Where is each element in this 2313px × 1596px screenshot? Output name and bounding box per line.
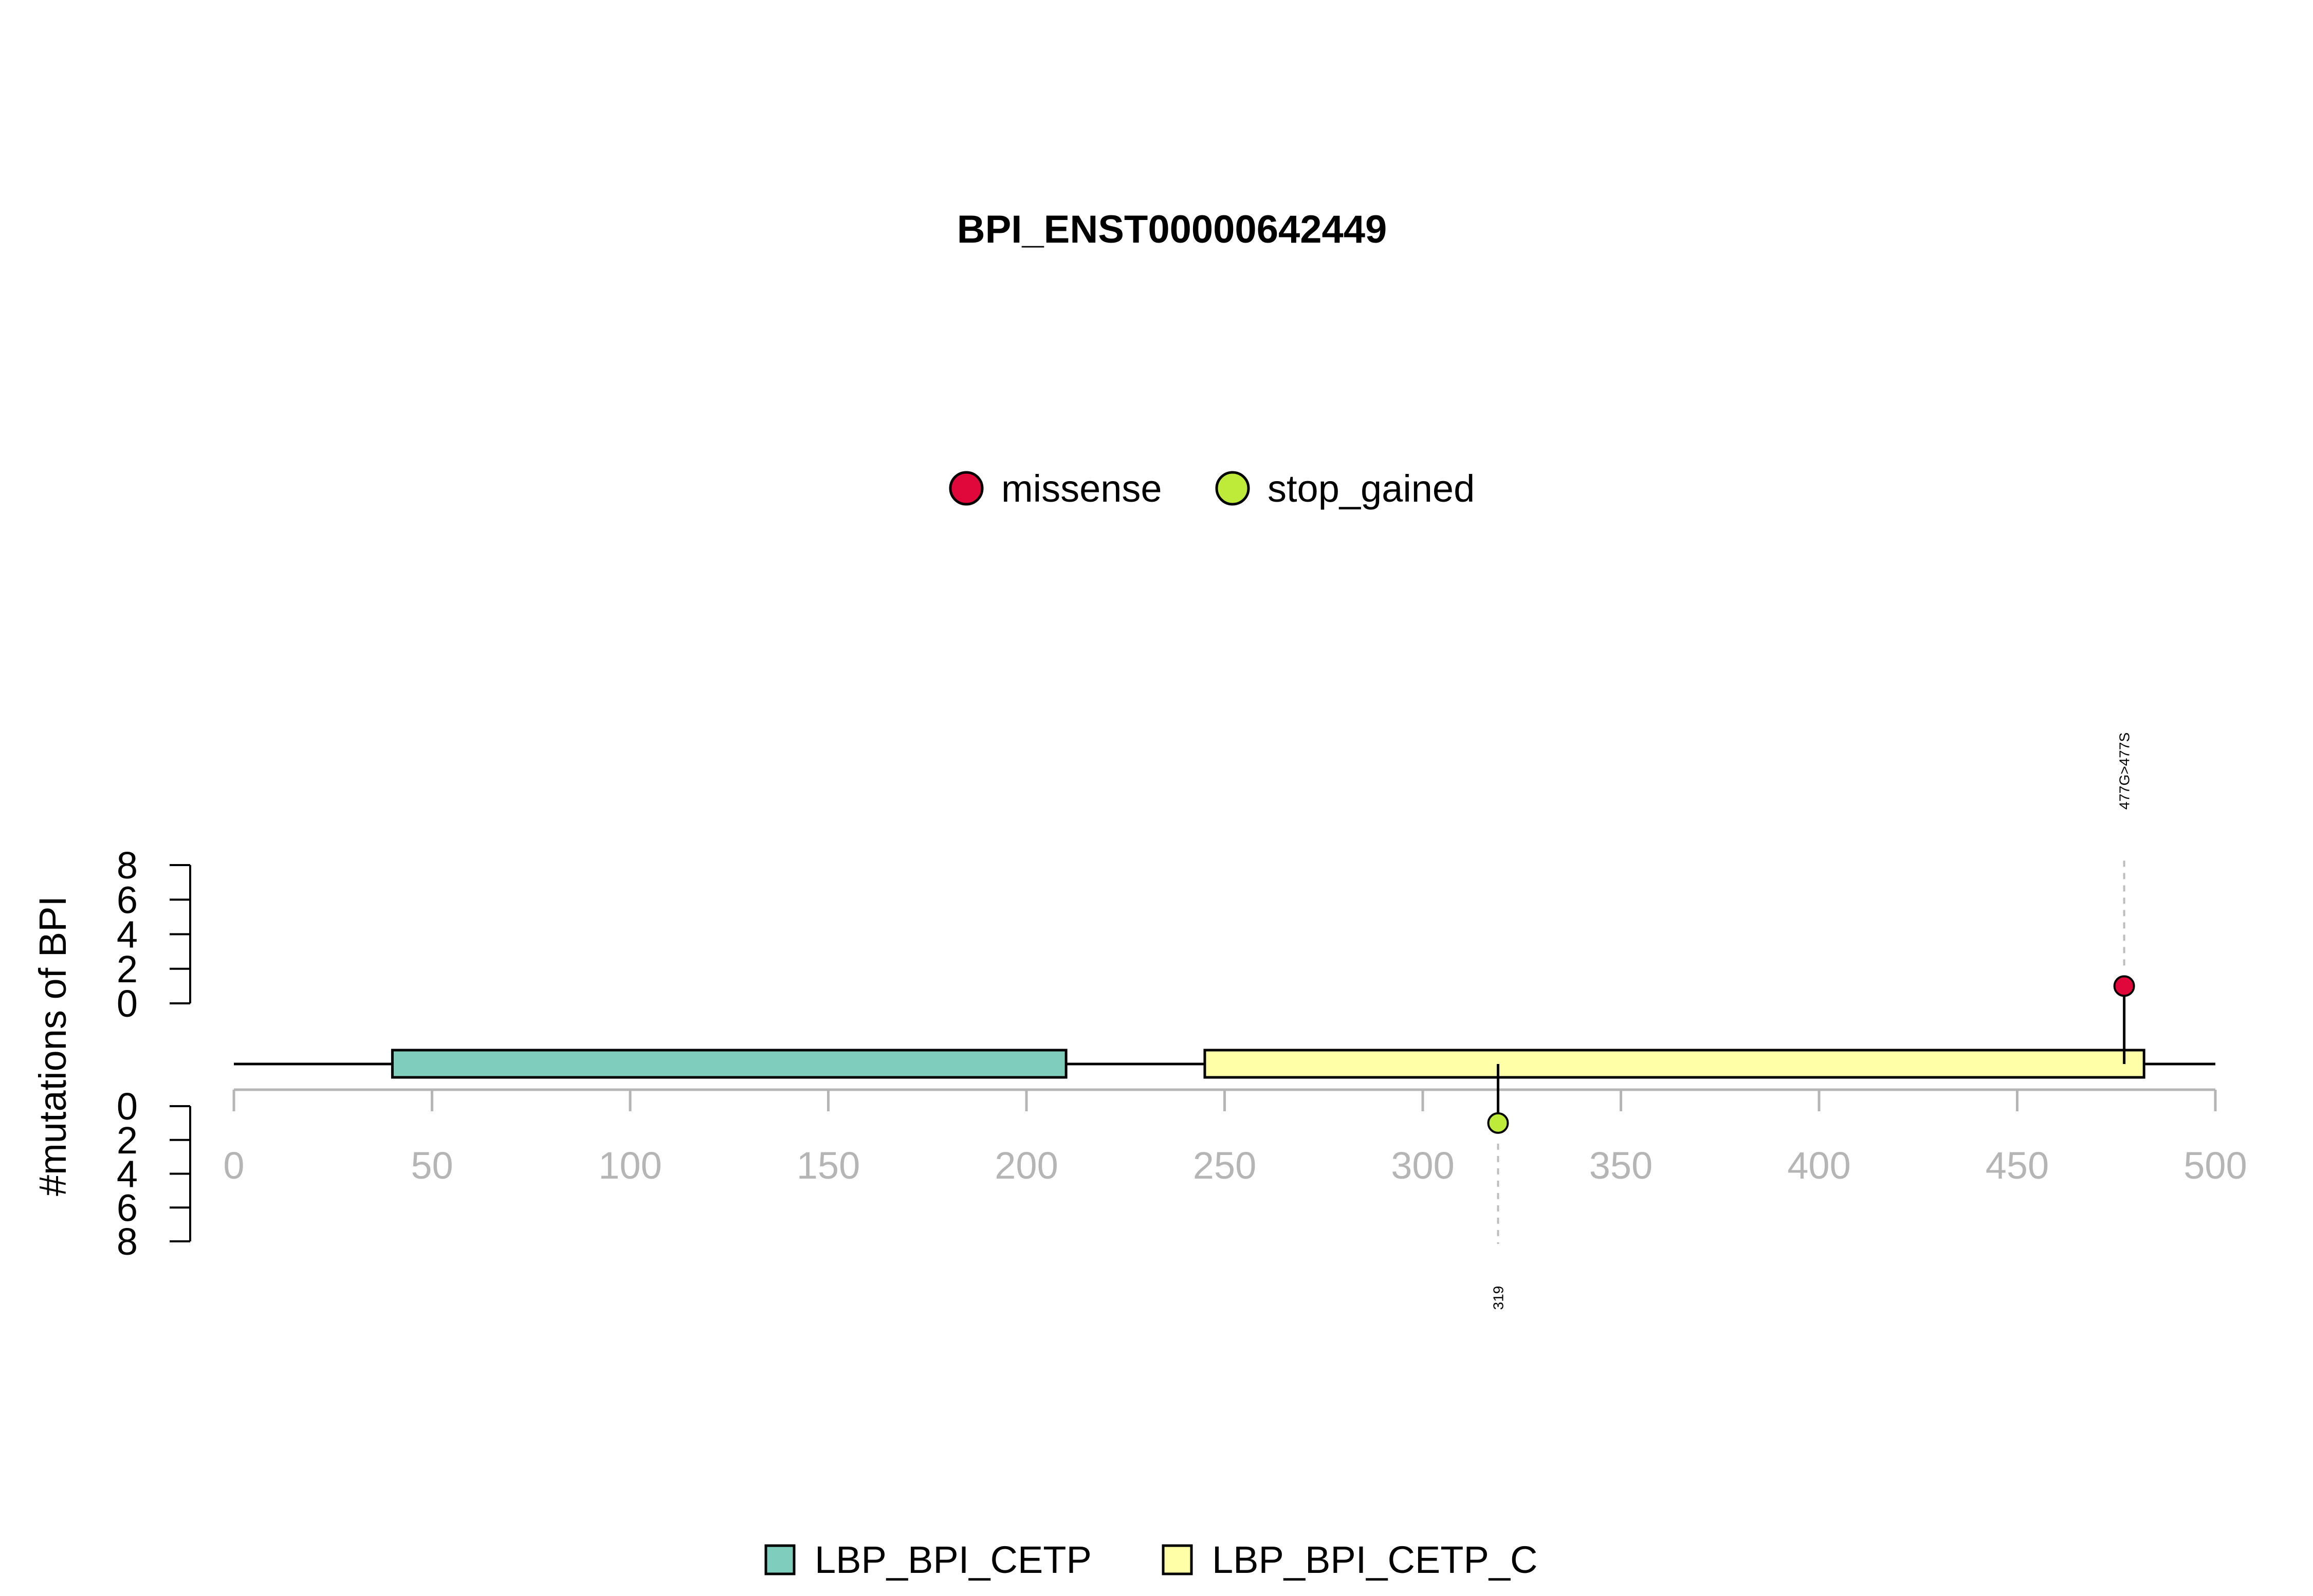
legend-label-stop_gained: stop_gained — [1268, 467, 1475, 510]
mutation-label-477: 477G>477S — [2117, 732, 2133, 810]
legend-label-LBP_BPI_CETP: LBP_BPI_CETP — [815, 1538, 1092, 1581]
y-tick-label-bottom-8: 8 — [117, 1220, 138, 1263]
domain-LBP_BPI_CETP_C — [1203, 1049, 2145, 1079]
x-tick-label-0: 0 — [223, 1144, 244, 1187]
legend-swatch-LBP_BPI_CETP — [764, 1544, 796, 1575]
chart-title: BPI_ENST00000642449 — [957, 208, 1387, 251]
x-tick-label-250: 250 — [1193, 1144, 1256, 1187]
y-axis-label: #mutations of BPI — [31, 896, 74, 1196]
x-tick-label-200: 200 — [995, 1144, 1058, 1187]
x-tick-label-400: 400 — [1787, 1144, 1850, 1187]
y-tick-label-bottom-4: 4 — [117, 1153, 138, 1196]
x-tick-label-350: 350 — [1589, 1144, 1653, 1187]
y-tick-label-bottom-6: 6 — [117, 1186, 138, 1229]
x-tick-label-500: 500 — [2183, 1144, 2247, 1187]
y-tick-label-bottom-2: 2 — [117, 1119, 138, 1162]
legend-marker-missense — [949, 471, 984, 506]
legend-label-missense: missense — [1001, 467, 1162, 510]
mutation-point-319 — [1487, 1112, 1509, 1134]
mutation-legend: missense stop_gained — [949, 467, 1475, 510]
mutation-label-319: 319 — [1490, 1286, 1506, 1310]
y-tick-label-top-0: 0 — [117, 982, 138, 1025]
x-tick-label-300: 300 — [1391, 1144, 1454, 1187]
legend-label-LBP_BPI_CETP_C: LBP_BPI_CETP_C — [1212, 1538, 1537, 1581]
mutation-point-477 — [2113, 975, 2135, 997]
x-tick-label-50: 50 — [411, 1144, 453, 1187]
x-tick-label-450: 450 — [1986, 1144, 2049, 1187]
domain-legend: LBP_BPI_CETP LBP_BPI_CETP_C — [764, 1538, 1537, 1581]
x-tick-label-150: 150 — [797, 1144, 860, 1187]
x-tick-label-100: 100 — [598, 1144, 662, 1187]
y-tick-label-top-2: 2 — [117, 948, 138, 990]
legend-swatch-LBP_BPI_CETP_C — [1162, 1544, 1193, 1575]
legend-marker-stop_gained — [1215, 471, 1250, 506]
y-tick-label-bottom-0: 0 — [117, 1085, 138, 1128]
y-tick-label-top-6: 6 — [117, 878, 138, 921]
y-tick-label-top-4: 4 — [117, 913, 138, 956]
domain-LBP_BPI_CETP — [391, 1049, 1068, 1079]
y-tick-label-top-8: 8 — [117, 844, 138, 887]
